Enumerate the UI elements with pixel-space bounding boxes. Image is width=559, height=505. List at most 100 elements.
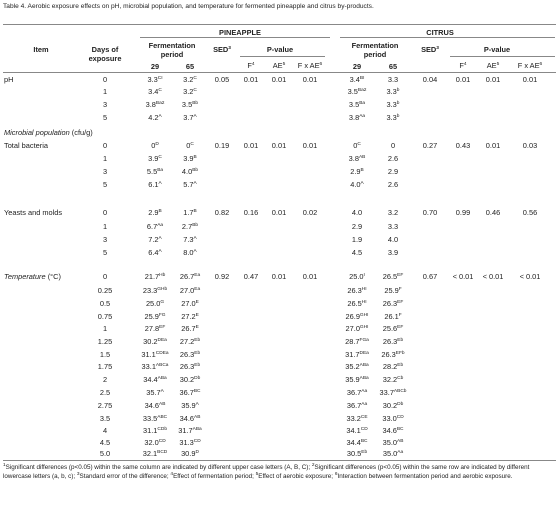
cell-text: 28.2 bbox=[382, 362, 398, 371]
pvalue-header: P-value bbox=[266, 45, 294, 54]
cell: 34.1CD bbox=[346, 426, 367, 435]
cell-text: 26.3 bbox=[381, 350, 396, 359]
cell-text: 35.9 bbox=[345, 375, 360, 384]
cell-text: 3.2 bbox=[183, 87, 194, 96]
cell: 3.8AB bbox=[349, 154, 366, 163]
cell: 0.01 bbox=[271, 272, 287, 281]
cell-sup: CD bbox=[360, 427, 368, 432]
cell-sup: Db bbox=[194, 376, 201, 381]
cell: 33.1ABCa bbox=[142, 362, 169, 371]
day: 1 bbox=[102, 87, 108, 96]
cell-text: 35.9 bbox=[181, 401, 196, 410]
cell-sup: B bbox=[360, 168, 364, 173]
cell: 0 bbox=[390, 141, 396, 150]
day: 2.5 bbox=[99, 388, 111, 397]
f-header-sup: 4 bbox=[251, 62, 255, 67]
cell-text: 30.2 bbox=[382, 401, 398, 410]
cell: 3.9B bbox=[183, 154, 196, 163]
cell-text: 31.1 bbox=[141, 350, 156, 359]
cell-sup: Eb bbox=[361, 450, 368, 455]
group-header: CITRUS bbox=[426, 28, 454, 37]
cell-text: 3.4 bbox=[349, 75, 360, 84]
cell: 36.7Aa bbox=[347, 401, 367, 410]
cell: 35.2ABa bbox=[345, 362, 368, 371]
cell-sup: C bbox=[190, 142, 194, 147]
rule bbox=[3, 460, 556, 461]
row-label-italic: Microbial population bbox=[4, 128, 70, 137]
day: 0 bbox=[102, 75, 108, 84]
cell: 26.3Eb bbox=[180, 362, 200, 371]
cell: 27.2E bbox=[181, 312, 199, 321]
cell-sup: Hb bbox=[159, 273, 166, 278]
cell: 5.7A bbox=[183, 180, 196, 189]
cell-sup: C bbox=[158, 155, 162, 160]
cell: < 0.01 bbox=[452, 272, 474, 281]
cell-sup: Ba2 bbox=[155, 101, 165, 106]
cell-sup: Ba bbox=[359, 101, 366, 106]
cell-text: 0 bbox=[186, 141, 191, 150]
cell: 3.5Ba bbox=[349, 100, 365, 109]
cell-text: 3.8 bbox=[145, 100, 156, 109]
cell-text: 26.3 bbox=[382, 337, 398, 346]
group-header: PINEAPPLE bbox=[219, 28, 261, 37]
cell: 33.0CD bbox=[382, 414, 403, 423]
cell-sup: b bbox=[396, 114, 400, 119]
day: 1.75 bbox=[97, 362, 113, 371]
day: 5.0 bbox=[99, 449, 111, 458]
cell: 4.0 bbox=[387, 235, 399, 244]
cell-text: 5.7 bbox=[183, 180, 194, 189]
cell: 30.9D bbox=[181, 449, 199, 458]
cell-sup: EF bbox=[397, 300, 404, 305]
cell-text: 31.3 bbox=[179, 438, 194, 447]
cell-text: 2.9 bbox=[350, 167, 361, 176]
cell: 1.9 bbox=[351, 235, 363, 244]
cell-text: 31.7 bbox=[178, 426, 193, 435]
footnote-text: Significant differences (p<0.05) within … bbox=[5, 464, 311, 471]
cell-sup: Aa bbox=[361, 402, 368, 407]
f-header-sup: 4 bbox=[463, 62, 467, 67]
cell-text: 30.2 bbox=[179, 375, 195, 384]
day: 4 bbox=[102, 426, 108, 435]
fxae-header-text: F x AE bbox=[517, 61, 540, 70]
cell: 34.4ABa bbox=[143, 375, 166, 384]
cell-sup: A bbox=[158, 236, 162, 241]
cell: 30.2Db bbox=[180, 375, 201, 384]
cell-text: 26.1 bbox=[384, 312, 399, 321]
cell-text: 35.0 bbox=[382, 449, 398, 458]
day: 0 bbox=[102, 141, 108, 150]
footnote-text: Standard error of the difference; bbox=[79, 472, 169, 480]
cell: 26.7E bbox=[181, 324, 199, 333]
cell-sup: G bbox=[160, 300, 165, 305]
cell-sup: EF bbox=[159, 325, 166, 330]
cell-sup: EFb bbox=[395, 351, 405, 356]
cell-sup: C bbox=[357, 142, 361, 147]
rule bbox=[3, 72, 556, 73]
period-header: 65 bbox=[185, 62, 195, 71]
cell: 8.0A bbox=[183, 248, 196, 257]
cell: 26.5HI bbox=[347, 299, 366, 308]
cell: 32.2Cb bbox=[383, 375, 404, 384]
sed-header: SED3 bbox=[213, 45, 231, 54]
cell-sup: Aa bbox=[361, 389, 368, 394]
cell-text: 0 bbox=[151, 141, 156, 150]
row-label-italic: Temperature bbox=[4, 272, 46, 281]
cell-sup: A bbox=[158, 114, 162, 119]
day: 0.25 bbox=[97, 286, 113, 295]
cell-sup: GHb bbox=[157, 287, 168, 292]
day: 2.75 bbox=[97, 401, 113, 410]
cell-text: 3.2 bbox=[183, 75, 194, 84]
row-label-text: Yeasts and molds bbox=[4, 208, 63, 217]
cell: 7.2A bbox=[148, 235, 161, 244]
cell: 2.9B bbox=[148, 208, 161, 217]
cell: 27.0E bbox=[181, 299, 199, 308]
cell-text: 21.7 bbox=[144, 272, 160, 281]
cell-text: 34.6 bbox=[179, 414, 194, 423]
cell-text: 25.6 bbox=[382, 324, 398, 333]
cell: 33.5ABC bbox=[143, 414, 167, 423]
cell-sup: Eb bbox=[194, 338, 201, 343]
cell: 0.92 bbox=[214, 272, 230, 281]
cell-sup: CD bbox=[193, 439, 201, 444]
cell: 0.01 bbox=[302, 272, 318, 281]
cell: 26.9GHI bbox=[346, 312, 369, 321]
cell: 6.7Aa bbox=[147, 222, 163, 231]
